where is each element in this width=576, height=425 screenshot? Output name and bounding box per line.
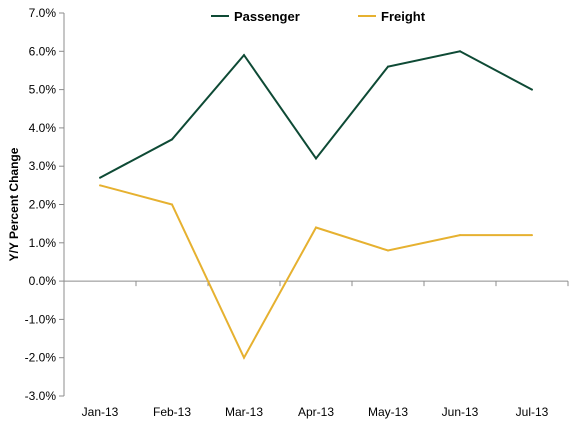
freight-legend-label: Freight [381, 9, 426, 24]
passenger-point [387, 65, 389, 68]
y-tick-labels: -3.0% -2.0% -1.0% 0.0% 1.0% 2.0% 3.0% 4.0% 5.0% 6… [25, 6, 57, 403]
freight-point [531, 234, 533, 237]
x-tick-label: Mar-13 [225, 405, 263, 419]
axes [59, 12, 569, 397]
x-tick-labels: Jan-13 Feb-13 Mar-13 Apr-13 May-13 Jun-13 Jul-… [82, 405, 549, 419]
y-tick-label: 3.0% [29, 159, 57, 173]
freight-point [99, 184, 101, 187]
x-tick-label: Feb-13 [153, 405, 191, 419]
passenger-point [243, 54, 245, 57]
freight-point [171, 203, 173, 206]
y-tick-label: 4.0% [29, 121, 57, 135]
passenger-point [315, 157, 317, 160]
y-tick-label: -3.0% [25, 389, 57, 403]
y-tick-label: 6.0% [29, 44, 57, 58]
y-tick-label: 0.0% [29, 274, 57, 288]
freight-point [315, 226, 317, 229]
x-tick-label: Apr-13 [298, 405, 334, 419]
freight-point [243, 356, 245, 359]
series-lines [99, 50, 533, 360]
passenger-point [459, 50, 461, 53]
freight-point [387, 249, 389, 252]
y-tick-label: 1.0% [29, 236, 57, 250]
freight-point [459, 234, 461, 237]
y-axis-label: Y/Y Percent Change [7, 147, 21, 261]
y-tick-label: 7.0% [29, 6, 57, 20]
freight-line [99, 184, 532, 360]
x-tick-label: Jun-13 [442, 405, 479, 419]
x-tick-label: May-13 [368, 405, 408, 419]
y-tick-label: -1.0% [25, 312, 57, 326]
legend: Passenger Freight [211, 9, 426, 24]
x-tick-label: Jan-13 [82, 405, 119, 419]
y-tick-label: -2.0% [25, 351, 57, 365]
y-tick-label: 5.0% [29, 83, 57, 97]
passenger-point [171, 138, 173, 141]
y-tick-label: 2.0% [29, 198, 57, 212]
passenger-point [531, 88, 533, 91]
passenger-point [99, 176, 101, 179]
passenger-legend-label: Passenger [234, 9, 300, 24]
x-tick-label: Jul-13 [516, 405, 549, 419]
